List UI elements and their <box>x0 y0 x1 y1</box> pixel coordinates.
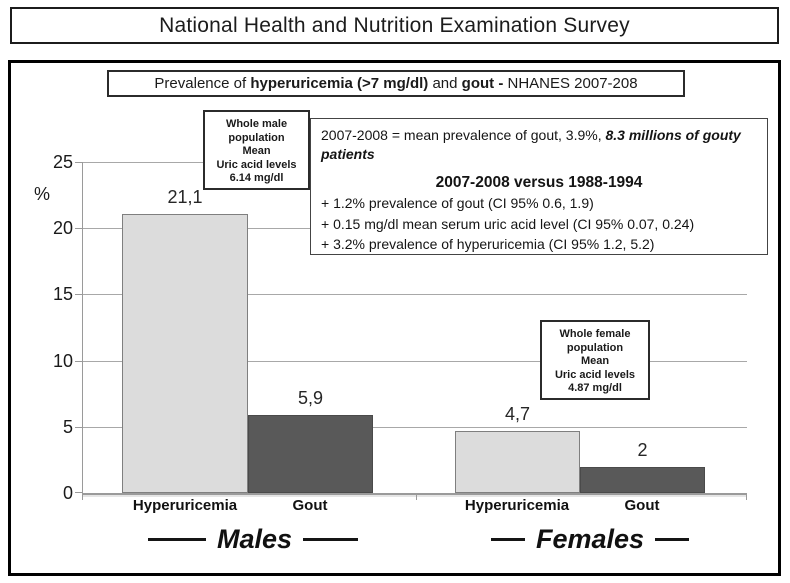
female-population-info-box: Whole female population Mean Uric acid l… <box>540 320 650 400</box>
y-axis-line <box>82 162 83 493</box>
y-tick-label: 25 <box>52 152 73 172</box>
females-dash-right <box>655 537 690 541</box>
females-dash-left <box>490 537 525 541</box>
bar-males-hyperuricemia <box>122 214 248 493</box>
y-tick-label: 0 <box>62 483 73 503</box>
y-tick-label: 15 <box>52 284 73 304</box>
bar-females-hyperuricemia <box>455 431 580 493</box>
y-axis-unit-label: % <box>33 184 50 204</box>
gridline-5 <box>82 427 747 428</box>
y-tick-label: 5 <box>62 417 73 437</box>
x-tick-mark <box>82 493 83 500</box>
category-label-males-gout: Gout <box>292 497 328 514</box>
y-tick-mark <box>75 361 82 362</box>
y-tick-mark <box>75 492 82 493</box>
male-population-info-box: Whole male population Mean Uric acid lev… <box>203 110 310 190</box>
subtitle-segment: NHANES 2007-208 <box>507 75 638 92</box>
bar-females-gout <box>580 467 705 493</box>
y-tick-mark <box>75 162 82 163</box>
gridline-15 <box>82 294 747 295</box>
subtitle-segment: and <box>428 75 462 92</box>
stats-bullet-3: + 3.2% prevalence of hyperuricemia (CI 9… <box>321 236 655 252</box>
subtitle-segment-bold: hyperuricemia (>7 mg/dl) <box>250 75 429 92</box>
bar-value-males-hyperuricemia: 21,1 <box>167 187 203 207</box>
stats-line1: 2007-2008 = mean prevalence of gout, 3.9… <box>321 126 757 164</box>
stats-heading: 2007-2008 versus 1988-1994 <box>435 174 643 191</box>
bar-value-females-hyperuricemia: 4,7 <box>504 404 531 424</box>
stats-bullet-2: + 0.15 mg/dl mean serum uric acid level … <box>321 215 695 232</box>
category-label-males-hyperuricemia: Hyperuricemia <box>132 497 238 514</box>
males-dash-left <box>147 537 206 541</box>
plot-area: 21,1 5,9 4,7 2 <box>75 162 747 500</box>
x-tick-mark <box>416 493 417 500</box>
chart-frame: Prevalence of hyperuricemia (>7 mg/dl) a… <box>8 60 781 576</box>
group-label-females-text: Females <box>535 523 645 554</box>
stats-line1-emphasis: 8.3 millions of gouty patients <box>321 127 741 162</box>
y-tick-label: 10 <box>52 351 73 371</box>
subtitle-segment: Prevalence of <box>154 75 251 92</box>
stats-bullet-1: + 1.2% prevalence of gout (CI 95% 0.6, 1… <box>321 195 594 211</box>
bar-value-females-gout: 2 <box>637 440 648 460</box>
slide-title-box: National Health and Nutrition Examinatio… <box>10 7 779 44</box>
subtitle-segment-bold: gout - <box>461 75 508 92</box>
y-tick-mark <box>75 427 82 428</box>
group-label-females: Females <box>440 521 740 557</box>
stats-annotation-box: 2007-2008 = mean prevalence of gout, 3.9… <box>310 118 768 255</box>
group-label-males-text: Males <box>216 523 293 554</box>
bar-males-gout <box>248 415 373 493</box>
males-dash-right <box>303 537 359 541</box>
x-axis-line <box>82 493 747 495</box>
category-label-females-gout: Gout <box>624 497 660 514</box>
y-tick-label: 20 <box>52 218 73 238</box>
category-label-females-hyperuricemia: Hyperuricemia <box>464 497 570 514</box>
group-label-males: Males <box>103 521 403 557</box>
y-tick-mark <box>75 228 82 229</box>
chart-subtitle: Prevalence of hyperuricemia (>7 mg/dl) a… <box>107 70 685 97</box>
slide-title: National Health and Nutrition Examinatio… <box>159 13 630 37</box>
y-tick-mark <box>75 294 82 295</box>
gridline-10 <box>82 361 747 362</box>
x-tick-mark <box>746 493 747 500</box>
stats-line1-plain: 2007-2008 = mean prevalence of gout, 3.9… <box>321 127 606 143</box>
bar-value-males-gout: 5,9 <box>297 388 324 408</box>
